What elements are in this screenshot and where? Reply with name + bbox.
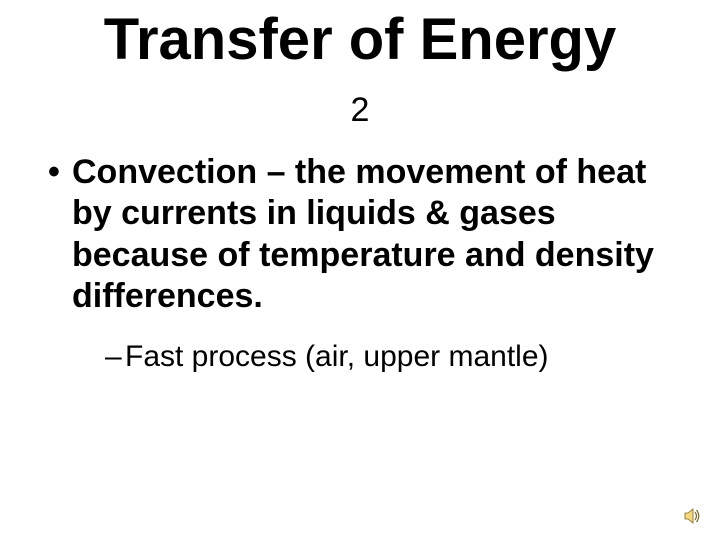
bullet-marker-l1: • xyxy=(48,152,72,193)
bullet-marker-l2: – xyxy=(105,338,125,376)
bullet-level-1: •Convection – the movement of heat by cu… xyxy=(30,152,690,318)
slide-subnumber: 2 xyxy=(30,91,690,130)
slide-title: Transfer of Energy xyxy=(30,10,690,71)
bullet-level-2: –Fast process (air, upper mantle) xyxy=(30,338,690,376)
slide-container: Transfer of Energy 2 •Convection – the m… xyxy=(0,0,720,540)
speaker-icon[interactable] xyxy=(682,506,702,526)
bullet-text-l1: Convection – the movement of heat by cur… xyxy=(72,153,654,315)
bullet-text-l2: Fast process (air, upper mantle) xyxy=(125,340,549,373)
